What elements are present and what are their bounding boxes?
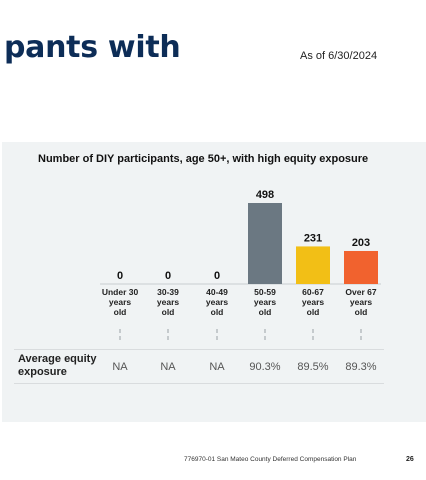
category-label-5: Over 67 years old [345, 287, 376, 317]
equity-cell-2: NA [209, 361, 225, 373]
page-number: 26 [406, 456, 414, 463]
equity-cell-4: 89.5% [297, 361, 329, 373]
category-label-2: 40-49 years old [206, 287, 228, 317]
bar-value-label-5: 203 [352, 237, 370, 249]
bar-value-label-3: 498 [256, 189, 274, 201]
bar-value-label-4: 231 [304, 232, 322, 244]
category-label-4: 60-67 years old [302, 287, 324, 317]
equity-cell-1: NA [160, 361, 176, 373]
equity-cell-0: NA [112, 361, 128, 373]
chart-title: Number of DIY participants, age 50+, wit… [38, 153, 369, 165]
bar-value-label-1: 0 [165, 270, 171, 282]
equity-cell-3: 90.3% [249, 361, 281, 373]
bar-4 [296, 246, 330, 284]
bar-value-label-0: 0 [117, 270, 123, 282]
equity-cell-5: 89.3% [345, 361, 377, 373]
as-of-date: As of 6/30/2024 [300, 50, 378, 62]
table-divider-top [14, 349, 384, 350]
category-label-0: Under 30 years old [102, 287, 139, 317]
bar-value-label-2: 0 [214, 270, 220, 282]
page-title: pants with [4, 30, 181, 65]
footer-text: 776970-01 San Mateo County Deferred Comp… [184, 456, 357, 463]
category-label-1: 30-39 years old [157, 287, 179, 317]
bar-chart: 0 Under 30 years old 0 30-39 years old 0 40-49 yea… [100, 189, 381, 343]
equity-row-label: Average equity exposure [18, 353, 97, 378]
category-label-3: 50-59 years old [254, 287, 276, 317]
bar-3 [248, 203, 282, 284]
table-divider-bottom [14, 383, 384, 384]
bar-5 [344, 250, 378, 284]
